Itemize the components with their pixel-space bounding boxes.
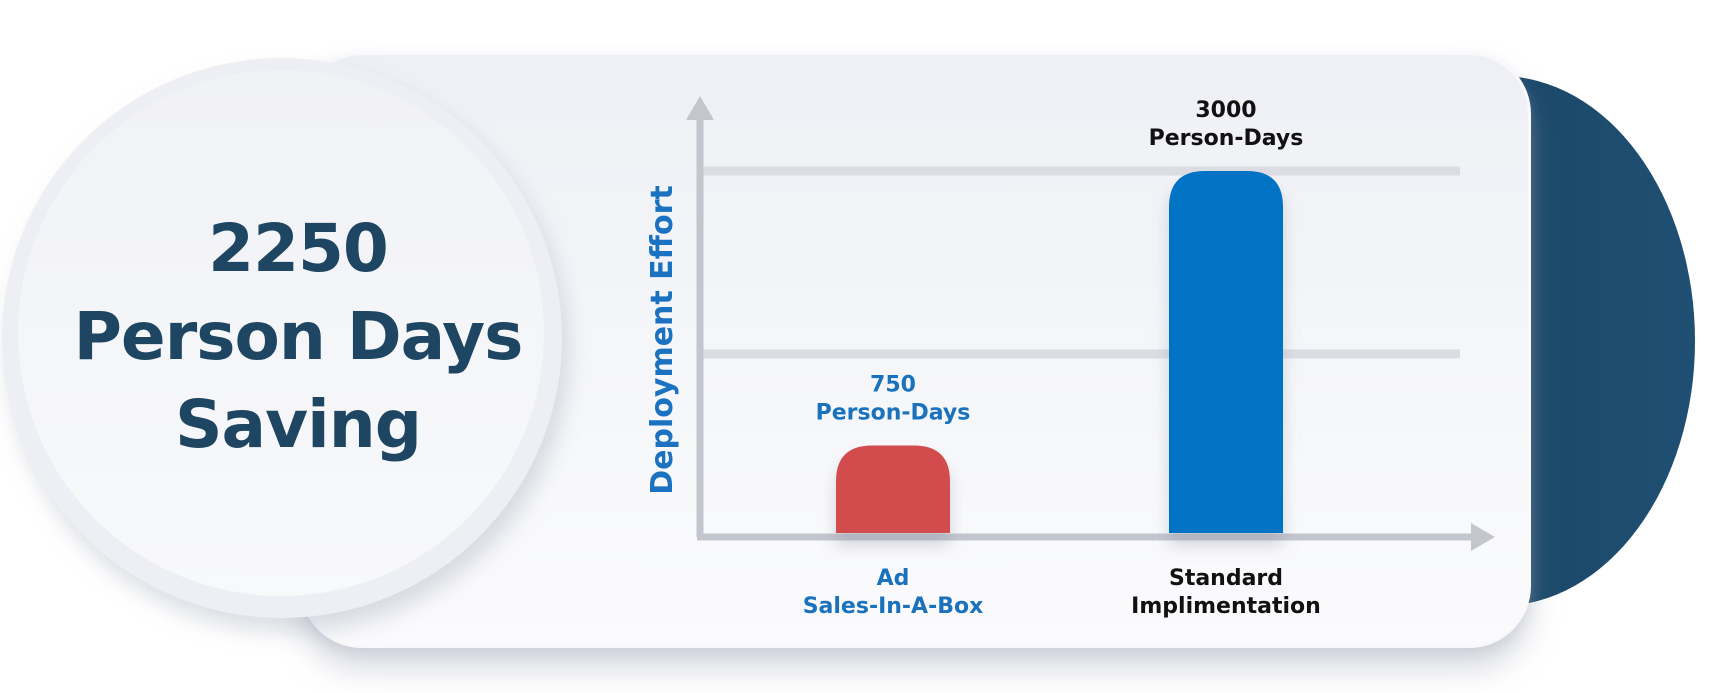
bars — [836, 171, 1283, 533]
axes — [686, 96, 1495, 551]
gridlines — [700, 166, 1460, 359]
saving-unit: Person Days — [73, 298, 524, 375]
category-label-2-line-1: Standard — [1169, 566, 1283, 591]
bar-1 — [836, 445, 950, 533]
category-label-1-line-1: Ad — [877, 566, 910, 591]
category-label-2-line-2: Implimentation — [1131, 594, 1321, 619]
saving-badge: 2250 Person Days Saving — [2, 58, 562, 618]
saving-badge-inner: 2250 Person Days Saving — [18, 70, 544, 596]
data-label-unit-1: Person-Days — [816, 401, 971, 426]
data-label-unit-2: Person-Days — [1149, 126, 1304, 151]
labels: 750 Person-Days 3000 Person-Days Ad Sales-In-… — [803, 98, 1321, 619]
category-label-1-line-2: Sales-In-A-Box — [803, 594, 984, 619]
saving-amount: 2250 — [208, 210, 389, 287]
bar-2 — [1169, 171, 1283, 533]
y-axis-arrow-icon — [686, 96, 714, 120]
x-axis-arrow-icon — [1471, 523, 1495, 551]
data-label-value-2: 3000 — [1195, 98, 1256, 123]
saving-text: 2250 Person Days Saving — [18, 205, 578, 469]
saving-label: Saving — [175, 386, 422, 463]
y-axis-label: Deployment Effort — [645, 185, 680, 494]
data-label-value-1: 750 — [870, 373, 916, 398]
